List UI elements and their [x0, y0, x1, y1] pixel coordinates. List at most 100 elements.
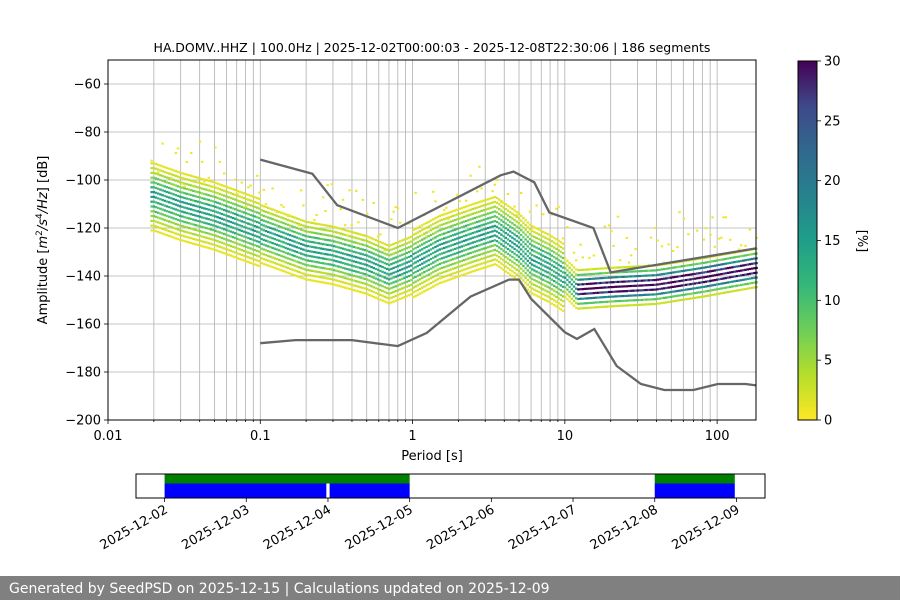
psd-bin: [269, 217, 272, 220]
psd-bin: [372, 262, 375, 265]
psd-bin: [658, 292, 661, 295]
psd-bin: [201, 245, 204, 248]
psd-bin: [339, 246, 342, 250]
psd-bin: [242, 254, 246, 257]
psd-bin: [614, 300, 617, 303]
psd-bin: [414, 280, 417, 283]
psd-bin: [385, 248, 389, 251]
psd-bin: [396, 255, 400, 258]
psd-bin: [249, 247, 252, 250]
psd-bin: [247, 227, 250, 230]
psd-bin: [546, 300, 549, 303]
psd-bin: [192, 204, 195, 207]
psd-bin: [377, 244, 380, 247]
psd-bin: [608, 300, 611, 303]
psd-bin: [590, 277, 593, 280]
psd-bin: [678, 275, 681, 278]
psd-bin: [429, 253, 433, 256]
psd-bin: [216, 249, 219, 252]
psd-bin: [209, 214, 213, 217]
psd-bin: [713, 293, 716, 296]
psd-bin: [313, 279, 316, 282]
psd-bin: [282, 205, 285, 208]
psd-bin: [152, 200, 155, 203]
psd-bin: [709, 270, 712, 273]
psd-bin: [284, 270, 287, 274]
psd-bin: [234, 217, 237, 220]
psd-bin: [324, 253, 327, 256]
psd-bin: [410, 245, 413, 248]
psd-bin: [377, 273, 380, 276]
psd-bin: [597, 296, 600, 299]
psd-bin: [238, 205, 241, 208]
psd-bin: [480, 187, 483, 190]
psd-bin: [346, 244, 349, 247]
psd-bin: [715, 293, 719, 296]
psd-bin: [242, 235, 246, 238]
psd-bin: [491, 201, 494, 204]
psd-bin: [227, 220, 230, 223]
psd-bin: [634, 279, 637, 283]
psd-bin: [240, 215, 243, 218]
psd-bin: [575, 287, 578, 290]
psd-bin: [476, 206, 479, 209]
psd-bin: [432, 275, 435, 279]
psd-bin: [553, 304, 556, 307]
psd-bin: [702, 276, 705, 279]
psd-bin: [346, 258, 349, 261]
psd-bin: [258, 250, 261, 253]
psd-bin: [480, 257, 483, 260]
psd-bin: [324, 210, 327, 212]
psd-bin: [355, 260, 358, 264]
psd-bin: [715, 288, 719, 291]
psd-bin: [227, 234, 230, 237]
psd-bin: [427, 230, 430, 233]
psd-bin: [447, 274, 450, 277]
psd-bin: [284, 251, 287, 254]
psd-bin: [680, 289, 683, 292]
psd-bin: [592, 306, 595, 309]
psd-bin: [542, 240, 545, 243]
psd-bin: [269, 236, 272, 239]
psd-bin: [432, 232, 435, 235]
psd-bin: [685, 269, 688, 272]
psd-bin: [537, 266, 540, 269]
psd-bin: [269, 255, 272, 258]
psd-bin: [174, 170, 177, 173]
psd-bin: [359, 271, 362, 274]
psd-bin: [282, 231, 285, 234]
psd-bin: [610, 305, 613, 308]
psd-bin: [302, 262, 305, 266]
psd-bin: [304, 244, 307, 247]
psd-bin: [555, 207, 558, 210]
psd-bin: [238, 243, 241, 246]
psd-bin: [308, 221, 312, 224]
psd-bin: [465, 258, 468, 261]
psd-bin: [313, 275, 316, 278]
psd-bin: [630, 304, 633, 307]
psd-bin: [693, 292, 697, 295]
psd-bin: [185, 173, 188, 176]
psd-bin: [528, 242, 532, 245]
psd-bin: [729, 285, 732, 288]
psd-bin: [306, 230, 309, 233]
psd-bin: [249, 209, 252, 212]
psd-bin: [524, 223, 527, 227]
psd-bin: [691, 273, 694, 276]
psd-bin: [427, 225, 430, 228]
psd-bin: [451, 234, 455, 237]
psd-bin: [302, 258, 305, 261]
psd-bin: [548, 262, 551, 265]
psd-bin: [506, 219, 510, 222]
psd-bin: [632, 294, 635, 297]
psd-bin: [223, 232, 226, 236]
psd-bin: [588, 277, 591, 281]
psd-bin: [203, 207, 206, 210]
psd-bin: [352, 260, 356, 263]
psd-bin: [198, 140, 202, 143]
psd-bin: [229, 240, 232, 243]
psd-bin: [451, 253, 455, 256]
psd-bin: [524, 238, 527, 241]
psd-bin: [522, 236, 525, 239]
psd-bin: [542, 254, 545, 257]
